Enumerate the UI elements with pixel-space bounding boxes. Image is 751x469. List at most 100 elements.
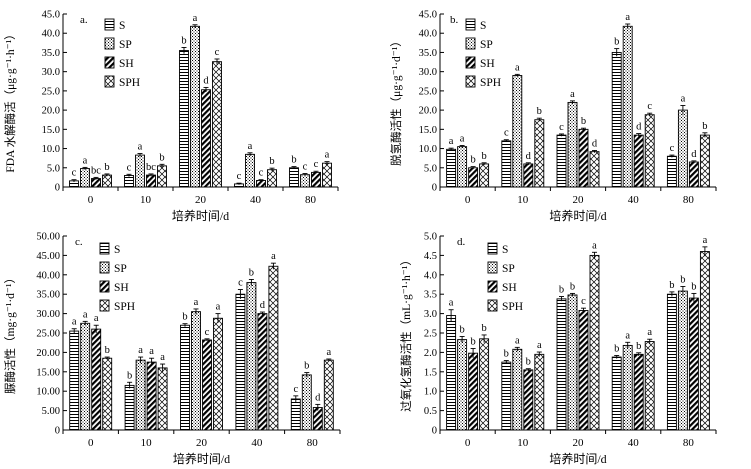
bar-sh-0	[468, 352, 479, 431]
legend-label: SH	[480, 58, 495, 70]
significance-letter: b	[581, 116, 586, 127]
y-tick-label: 45.00	[36, 251, 60, 262]
y-tick-label: 35.0	[419, 48, 437, 59]
bar-sp-40	[246, 282, 257, 431]
x-tick-label: 10	[517, 194, 529, 206]
y-tick-label: 5.0	[47, 163, 60, 174]
bar-sh-40	[256, 180, 266, 188]
bar-sp-20	[567, 294, 578, 431]
significance-letter: a	[94, 313, 99, 324]
x-tick-label: 0	[88, 437, 94, 449]
panel-label: b.	[450, 14, 459, 26]
significance-letter: b	[559, 285, 564, 296]
significance-letter: b	[470, 155, 475, 166]
bar-s-10	[501, 140, 512, 188]
panel-b-dehydrogenase-chart: 0 5.0 10.0 15.0 20.0 25.0 30.0 35.0 40.0 45.0 0 10 2…	[389, 10, 717, 223]
x-tick-label: 0	[465, 194, 471, 206]
y-axis-title: FDA 水解酶活（μg·g⁻¹·h⁻¹）	[3, 28, 17, 172]
y-tick-label: 45.0	[42, 10, 60, 21]
bar-sh-10	[523, 369, 534, 431]
x-tick-label: 0	[465, 437, 471, 449]
bar-sh-40	[633, 134, 644, 188]
legend-label: S	[114, 244, 120, 256]
bar-sp-40	[622, 25, 633, 188]
panel-label: a.	[80, 14, 88, 26]
significance-letter: b	[636, 341, 641, 352]
significance-letter: b	[537, 106, 542, 117]
bar-sph-40	[644, 341, 655, 431]
significance-letter: a	[449, 136, 454, 147]
bar-sph-80	[323, 359, 334, 431]
x-tick-label: 20	[573, 194, 585, 206]
panel-d-catalase-chart: 0 0.5 1.0 1.5 2.0 2.5 3.0 3.5 4.0 4.5 5.0 0 10 20 40 80…	[399, 232, 717, 466]
significance-letter: b	[159, 152, 164, 163]
x-tick-label: 80	[307, 437, 319, 449]
significance-letter: c	[303, 162, 308, 173]
y-tick-label: 3.5	[424, 290, 437, 301]
bar-sph-0	[102, 357, 113, 431]
x-axis-title: 培养时间/d	[549, 451, 606, 466]
bar-sh-0	[468, 167, 479, 188]
bar-sh-80	[688, 297, 699, 431]
significance-letter: d	[636, 122, 642, 133]
y-tick-label: 2.5	[424, 329, 437, 340]
bar-sph-20	[589, 254, 600, 431]
significance-letter: b	[470, 337, 475, 348]
bar-sph-0	[479, 338, 490, 431]
bar-s-40	[611, 51, 622, 188]
legend-swatch-s	[104, 18, 115, 31]
bar-s-40	[235, 293, 246, 431]
bar-sp-20	[191, 311, 201, 431]
bar-sph-10	[157, 165, 167, 188]
bar-sph-80	[699, 134, 710, 188]
y-tick-label: 5.0	[424, 163, 437, 174]
significance-letter: c	[670, 143, 675, 154]
bar-sh-0	[91, 178, 101, 188]
bar-sph-10	[157, 367, 168, 431]
legend-swatch-sh	[487, 280, 498, 293]
bar-sh-20	[578, 128, 589, 188]
significance-letter: a	[138, 142, 143, 153]
y-axis-title: 过氧化氢酶活性（mL·g⁻¹·h⁻¹）	[399, 254, 413, 412]
bar-s-0	[446, 148, 457, 188]
y-tick-label: 40.0	[42, 29, 60, 40]
panel-c-urease-chart: 0 5.00 10.00 15.00 20.00 25.00 30.00 35.00 40.00…	[3, 232, 341, 466]
bar-sp-40	[245, 153, 255, 188]
bar-s-80	[666, 293, 677, 431]
legend-label: SH	[119, 58, 134, 70]
significance-letter: c	[647, 101, 652, 112]
y-tick-label: 5.00	[42, 406, 60, 417]
bar-sp-10	[512, 75, 523, 188]
legend-swatch-sph	[104, 75, 115, 88]
y-tick-label: 3.0	[424, 309, 437, 320]
x-tick-label: 80	[683, 194, 695, 206]
y-axis-title: 脱氢酶活性（μg·g⁻¹·d⁻¹）	[389, 35, 403, 166]
legend-label: S	[119, 20, 125, 32]
bar-sh-10	[146, 361, 157, 431]
bar-s-10	[124, 384, 135, 431]
bar-sh-80	[311, 171, 321, 188]
y-tick-label: 4.5	[424, 251, 437, 262]
significance-letter: c	[215, 47, 220, 58]
y-tick-label: 1.0	[424, 387, 437, 398]
significance-letter: a	[570, 89, 575, 100]
y-tick-label: 10.00	[36, 387, 60, 398]
x-tick-label: 40	[251, 437, 263, 449]
significance-letter: a	[625, 330, 630, 341]
y-tick-label: 25.00	[36, 329, 60, 340]
bar-sh-0	[91, 328, 102, 431]
y-tick-label: 30.0	[42, 67, 60, 78]
y-tick-label: 1.5	[424, 367, 437, 378]
legend-label: S	[502, 244, 508, 256]
bar-sp-0	[80, 322, 91, 431]
y-tick-label: 0.5	[424, 406, 437, 417]
bar-sp-0	[457, 339, 468, 431]
legend-swatch-s	[487, 242, 498, 255]
x-tick-label: 40	[628, 194, 640, 206]
bar-s-80	[666, 155, 677, 188]
bar-sh-40	[257, 313, 268, 431]
legend-label: SPH	[119, 77, 140, 89]
panel-label: c.	[75, 236, 83, 248]
legend-label: SH	[502, 282, 517, 294]
x-axis-title: 培养时间/d	[173, 451, 230, 466]
